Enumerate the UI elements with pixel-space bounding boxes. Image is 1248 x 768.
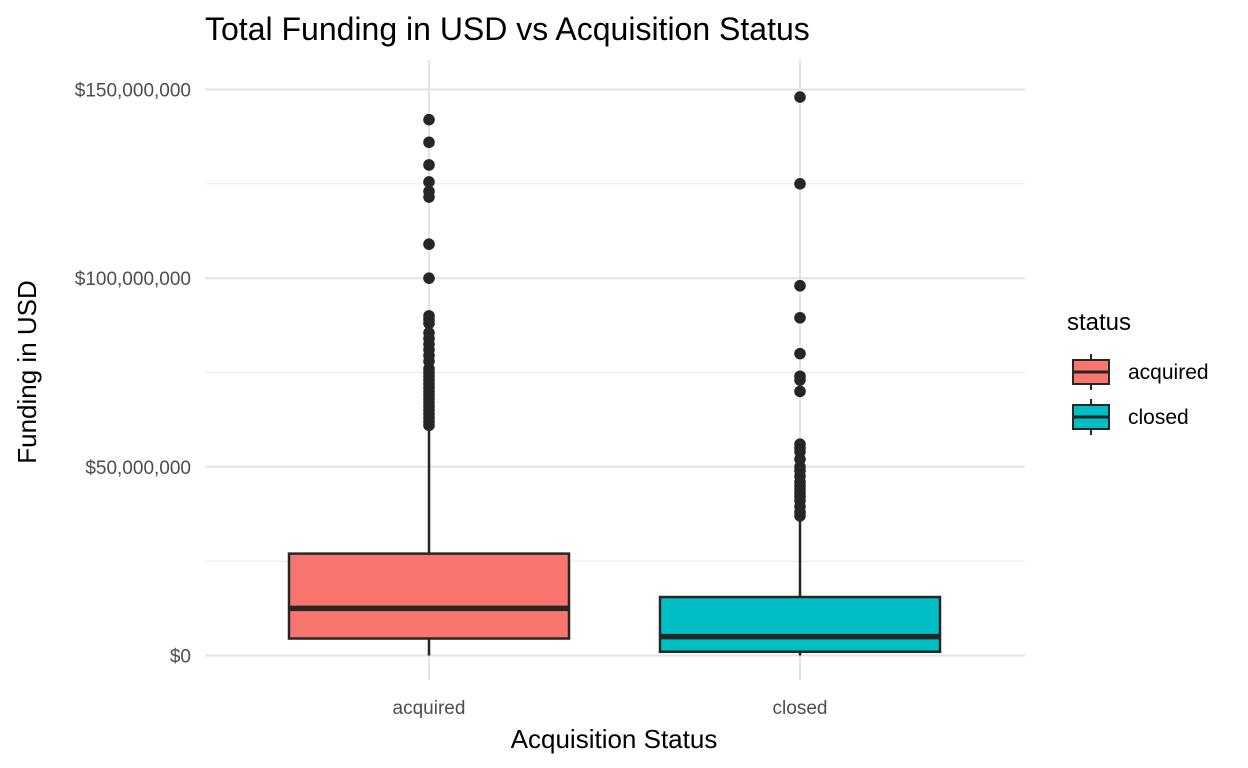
legend: status acquired closed [1067,309,1209,435]
iqr-box [287,552,571,640]
outlier-point [423,419,435,432]
outlier-point [423,317,435,330]
outlier-point [423,272,435,284]
iqr-box [658,595,942,653]
outlier-point [423,191,435,203]
outlier-point [794,279,806,292]
legend-label: acquired [1128,361,1209,384]
outlier-point [423,238,435,251]
y-tick-label: $50,000,000 [85,458,191,479]
outlier-point [423,176,435,188]
outlier-point [794,510,806,522]
legend-label: closed [1128,406,1189,429]
x-tick-label: closed [773,698,828,719]
outlier-point [794,385,806,398]
box-closed [658,91,942,656]
legend-item-closed: closed [1072,399,1189,435]
outlier-point [423,136,435,149]
outlier-point [423,159,435,171]
grid-lines [205,60,1025,680]
box-series [287,91,942,656]
legend-item-acquired: acquired [1072,354,1209,390]
y-tick-label: $150,000,000 [75,81,191,102]
y-axis-title: Funding in USD [12,280,42,464]
y-tick-label: $100,000,000 [75,269,191,290]
x-axis-title: Acquisition Status [511,724,718,754]
x-tick-label: acquired [393,698,466,719]
y-axis-ticks: $0 $50,000,000 $100,000,000 $150,000,000 [75,81,191,668]
outlier-point [794,347,806,360]
chart-title: Total Funding in USD vs Acquisition Stat… [205,11,810,47]
y-tick-label: $0 [170,647,191,668]
legend-title: status [1067,309,1131,336]
outlier-point [423,113,435,126]
x-axis-ticks: acquired closed [393,698,828,719]
outlier-point [794,91,806,103]
outlier-point [794,178,806,190]
outlier-point [794,311,806,324]
outlier-point [794,374,806,386]
box-acquired [287,113,571,656]
